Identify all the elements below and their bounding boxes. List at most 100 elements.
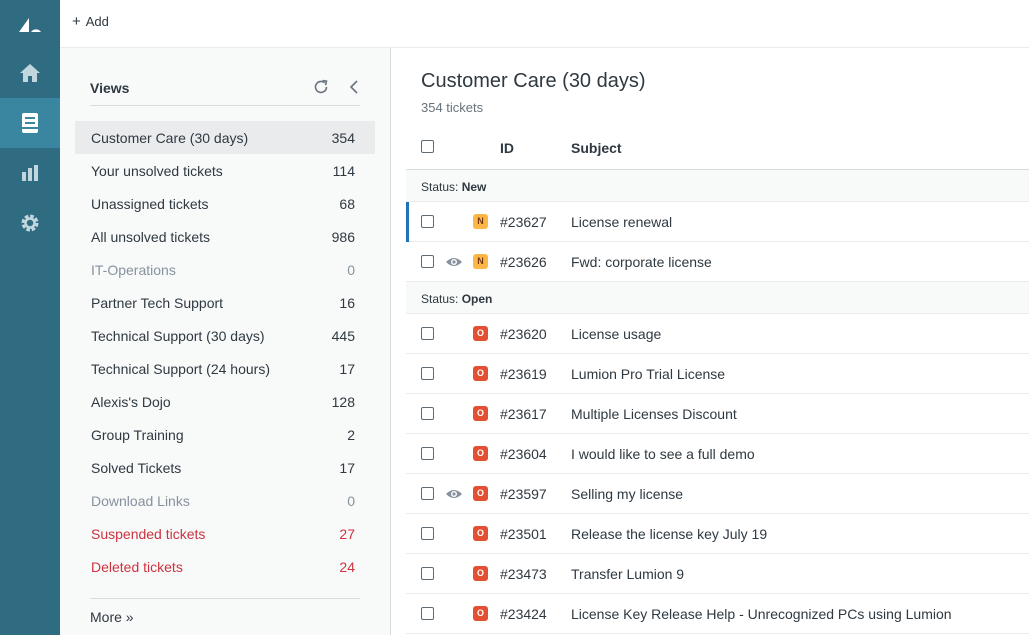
table-row[interactable]: O #23620 License usage	[406, 314, 1029, 354]
row-checkbox[interactable]	[421, 487, 434, 500]
view-item[interactable]: Deleted tickets 24	[75, 550, 375, 583]
status-badge: N	[473, 254, 488, 269]
table-row[interactable]: N #23626 Fwd: corporate license	[406, 242, 1029, 282]
add-label: Add	[85, 14, 109, 29]
views-title: Views	[90, 80, 130, 96]
ticket-subject[interactable]: License Key Release Help - Unrecognized …	[571, 606, 952, 622]
row-checkbox[interactable]	[421, 607, 434, 620]
table-row[interactable]: O #23424 License Key Release Help - Unreco…	[406, 594, 1029, 634]
group-header: Status: Open	[406, 282, 1029, 314]
ticket-subject[interactable]: Release the license key July 19	[571, 526, 768, 542]
chevron-left-icon[interactable]	[346, 78, 362, 96]
column-header-id[interactable]: ID	[500, 140, 514, 156]
table-row[interactable]: O #23501 Release the license key July 19	[406, 514, 1029, 554]
view-item[interactable]: Your unsolved tickets 114	[75, 154, 375, 187]
views-header: Views	[90, 72, 360, 106]
view-item[interactable]: Alexis's Dojo 128	[75, 385, 375, 418]
views-icon[interactable]	[0, 98, 60, 148]
refresh-icon[interactable]	[312, 78, 330, 96]
table-row[interactable]: O #23617 Multiple Licenses Discount	[406, 394, 1029, 434]
view-item[interactable]: Suspended tickets 27	[75, 517, 375, 550]
row-checkbox[interactable]	[421, 447, 434, 460]
ticket-id[interactable]: #23627	[500, 214, 547, 230]
row-checkbox[interactable]	[421, 327, 434, 340]
ticket-subject[interactable]: Multiple Licenses Discount	[571, 406, 737, 422]
divider	[90, 598, 360, 599]
row-checkbox[interactable]	[421, 255, 434, 268]
status-badge: O	[473, 526, 488, 541]
ticket-subject[interactable]: Fwd: corporate license	[571, 254, 712, 270]
select-all-checkbox[interactable]	[421, 140, 434, 153]
view-item[interactable]: Technical Support (24 hours) 17	[75, 352, 375, 385]
view-item[interactable]: Solved Tickets 17	[75, 451, 375, 484]
ticket-id[interactable]: #23473	[500, 566, 547, 582]
ticket-subject[interactable]: License renewal	[571, 214, 673, 230]
table-row[interactable]: O #23473 Transfer Lumion 9	[406, 554, 1029, 594]
home-icon[interactable]	[0, 48, 60, 98]
table-row[interactable]: N #23627 License renewal	[406, 202, 1029, 242]
table-row[interactable]: O #23619 Lumion Pro Trial License	[406, 354, 1029, 394]
view-item[interactable]: IT-Operations 0	[75, 253, 375, 286]
view-item-count: 0	[347, 261, 355, 278]
view-item[interactable]: Technical Support (30 days) 445	[75, 319, 375, 352]
group-status: Open	[461, 292, 493, 306]
view-item[interactable]: Download Links 0	[75, 484, 375, 517]
ticket-subject[interactable]: Transfer Lumion 9	[571, 566, 685, 582]
row-checkbox[interactable]	[421, 567, 434, 580]
view-item-count: 24	[339, 558, 355, 575]
group-label: Status: Open	[421, 292, 492, 306]
status-badge: O	[473, 366, 488, 381]
table-row[interactable]: O #23604 I would like to see a full demo	[406, 434, 1029, 474]
ticket-id[interactable]: #23424	[500, 606, 547, 622]
top-bar: + Add	[60, 0, 1029, 48]
nav-rail	[0, 0, 60, 635]
ticket-id[interactable]: #23501	[500, 526, 547, 542]
view-item[interactable]: All unsolved tickets 986	[75, 220, 375, 253]
table-header: ID Subject	[406, 128, 1029, 170]
eye-icon	[445, 255, 463, 269]
view-item-count: 16	[339, 294, 355, 311]
view-item-count: 0	[347, 492, 355, 509]
view-item[interactable]: Partner Tech Support 16	[75, 286, 375, 319]
ticket-id[interactable]: #23620	[500, 326, 547, 342]
ticket-id[interactable]: #23617	[500, 406, 547, 422]
view-item[interactable]: Group Training 2	[75, 418, 375, 451]
view-item[interactable]: Unassigned tickets 68	[75, 187, 375, 220]
view-list: Customer Care (30 days) 354 Your unsolved …	[75, 121, 375, 583]
more-views-link[interactable]: More »	[90, 609, 134, 625]
ticket-subject[interactable]: I would like to see a full demo	[571, 446, 755, 462]
ticket-subject[interactable]: Lumion Pro Trial License	[571, 366, 726, 382]
row-checkbox[interactable]	[421, 527, 434, 540]
view-item-label: Solved Tickets	[91, 459, 182, 476]
view-item-label: IT-Operations	[91, 261, 176, 278]
view-item[interactable]: Customer Care (30 days) 354	[75, 121, 375, 154]
plus-icon: +	[72, 12, 81, 30]
view-item-count: 2	[347, 426, 355, 443]
logo-icon[interactable]	[0, 0, 60, 50]
view-item-label: Deleted tickets	[91, 558, 183, 575]
view-item-label: Your unsolved tickets	[91, 162, 223, 179]
view-item-label: Download Links	[91, 492, 190, 509]
views-panel: Views Customer Care (30 days) 354 Your uns…	[60, 48, 391, 635]
group-label: Status: New	[421, 180, 486, 194]
row-checkbox[interactable]	[421, 407, 434, 420]
ticket-id[interactable]: #23626	[500, 254, 547, 270]
view-item-count: 68	[339, 195, 355, 212]
ticket-id[interactable]: #23597	[500, 486, 547, 502]
gear-icon[interactable]	[0, 198, 60, 248]
status-badge: O	[473, 606, 488, 621]
view-item-label: Customer Care (30 days)	[91, 129, 249, 146]
row-checkbox[interactable]	[421, 367, 434, 380]
ticket-subject[interactable]: Selling my license	[571, 486, 684, 502]
ticket-id[interactable]: #23604	[500, 446, 547, 462]
status-badge: N	[473, 214, 488, 229]
table-row[interactable]: O #23597 Selling my license	[406, 474, 1029, 514]
row-checkbox[interactable]	[421, 215, 434, 228]
view-item-label: Unassigned tickets	[91, 195, 209, 212]
column-header-subject[interactable]: Subject	[571, 140, 622, 156]
add-button[interactable]: + Add	[72, 12, 109, 30]
ticket-subject[interactable]: License usage	[571, 326, 662, 342]
reports-icon[interactable]	[0, 148, 60, 198]
group-prefix: Status:	[421, 180, 459, 194]
ticket-id[interactable]: #23619	[500, 366, 547, 382]
